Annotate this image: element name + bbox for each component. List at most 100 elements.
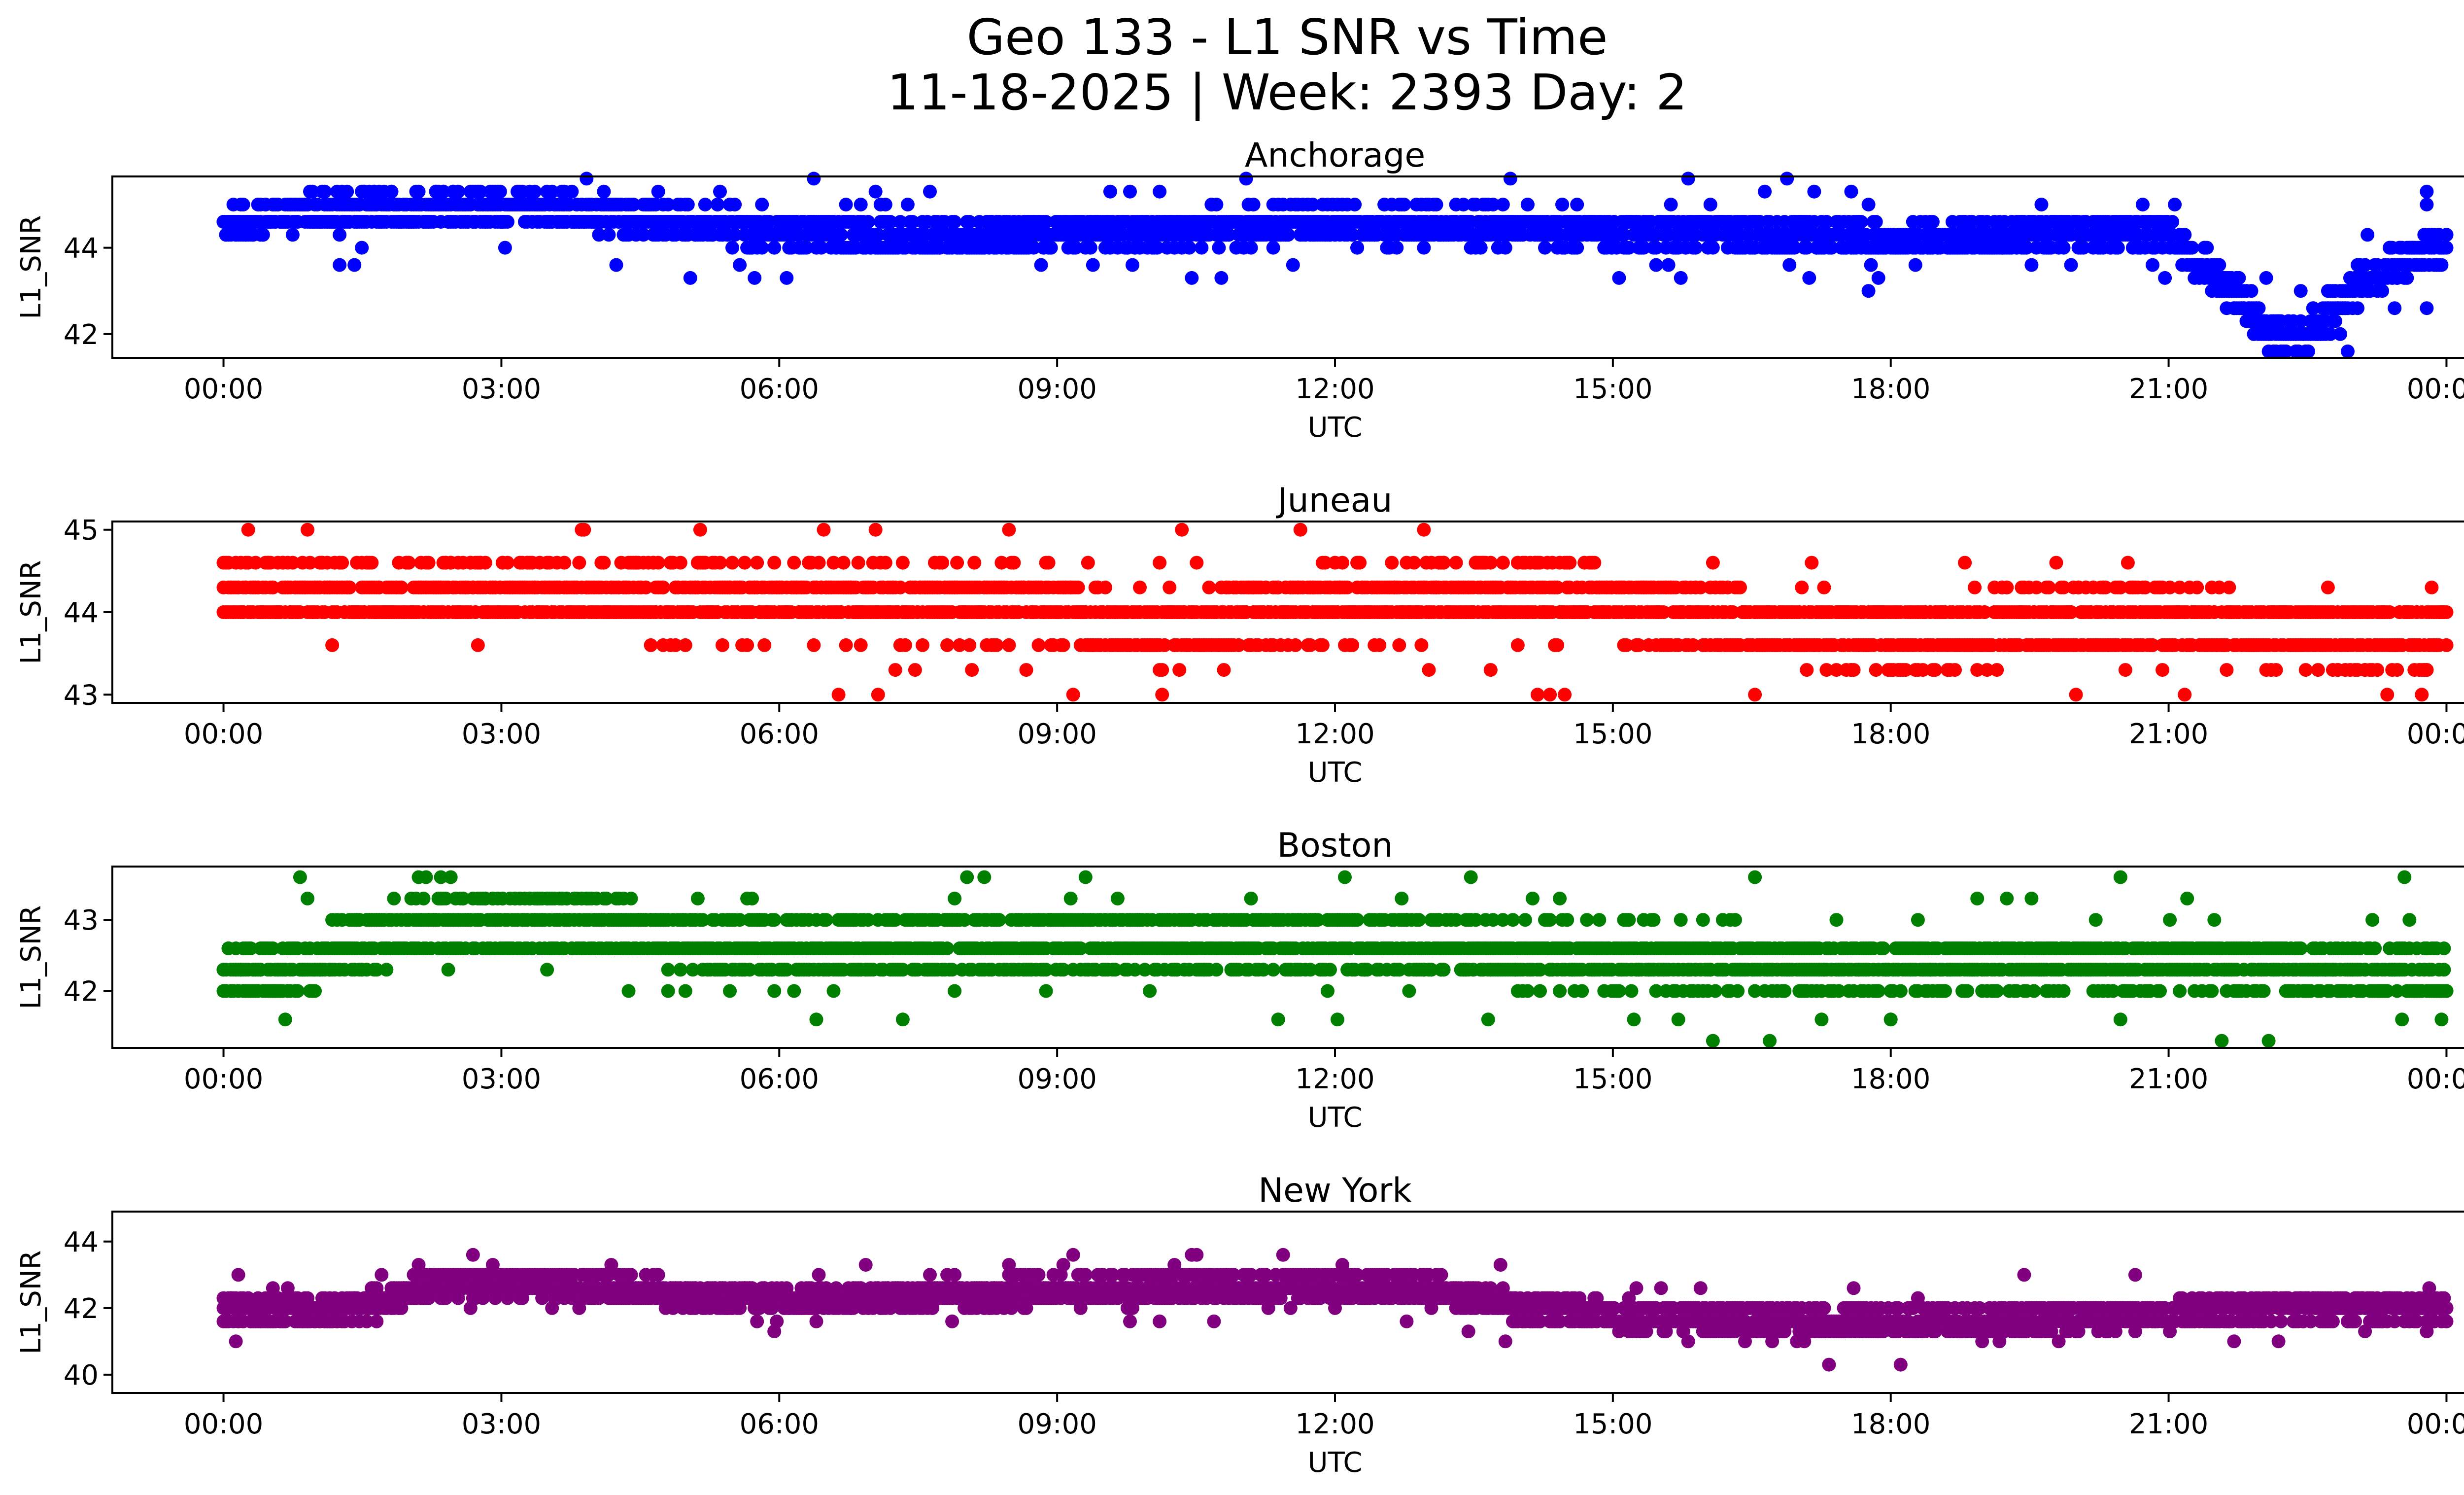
x-tick-label: 12:00 — [1295, 373, 1374, 405]
x-tick-label: 03:00 — [462, 373, 541, 405]
data-point — [2064, 258, 2078, 272]
data-point — [780, 271, 794, 285]
data-point — [333, 228, 347, 242]
data-point — [1496, 198, 1510, 211]
data-point — [1209, 198, 1224, 211]
data-point — [1570, 198, 1584, 211]
data-point — [1041, 556, 1056, 570]
data-point — [1390, 241, 1404, 255]
data-point — [1844, 184, 1858, 199]
data-point — [1066, 688, 1080, 702]
data-point — [871, 228, 885, 242]
data-point — [2388, 301, 2402, 315]
data-point — [1293, 522, 1307, 537]
data-point — [871, 688, 885, 702]
data-point — [755, 198, 769, 211]
data-point — [241, 522, 255, 537]
data-point — [365, 556, 379, 570]
data-point — [236, 198, 250, 211]
data-point — [673, 556, 687, 570]
data-point — [728, 198, 742, 211]
data-point — [916, 638, 929, 652]
data-point — [1805, 556, 1819, 570]
data-point — [1315, 638, 1330, 652]
data-point — [1345, 638, 1360, 652]
data-point — [2375, 284, 2390, 298]
data-point — [948, 215, 962, 229]
data-point — [950, 556, 964, 570]
data-point — [787, 556, 801, 570]
data-point — [1385, 556, 1399, 570]
data-point — [421, 556, 436, 570]
figure-title: Geo 133 - L1 SNR vs Time — [967, 8, 1608, 66]
data-point — [2361, 228, 2375, 242]
data-point — [577, 522, 591, 537]
data-point — [962, 215, 977, 229]
data-point — [1081, 556, 1095, 570]
data-point — [755, 241, 769, 255]
data-point — [1483, 556, 1498, 570]
data-point — [1163, 580, 1177, 594]
data-point — [817, 522, 831, 537]
data-point — [318, 184, 332, 199]
data-point — [854, 198, 868, 211]
data-point — [1587, 556, 1602, 570]
data-point — [1348, 198, 1362, 211]
data-point — [644, 638, 658, 652]
data-point — [1550, 638, 1565, 652]
data-point — [1510, 638, 1525, 652]
scatter-series — [216, 172, 2454, 358]
data-point — [895, 556, 910, 570]
data-point — [1664, 198, 1678, 211]
data-point — [878, 556, 892, 570]
data-point — [597, 184, 611, 199]
data-point — [565, 184, 579, 199]
data-point — [888, 663, 902, 677]
data-point — [2293, 284, 2308, 298]
data-point — [2341, 344, 2355, 358]
data-point — [2056, 241, 2071, 255]
data-point — [2024, 258, 2039, 272]
data-point — [394, 580, 409, 594]
data-point — [807, 172, 821, 186]
data-point — [2042, 580, 2056, 594]
data-point — [545, 184, 559, 199]
data-point — [498, 241, 512, 255]
data-point — [1239, 172, 1253, 186]
data-point — [1706, 241, 1720, 255]
data-point — [908, 663, 922, 677]
data-point — [1214, 271, 1229, 285]
data-point — [1350, 241, 1365, 255]
data-point — [1246, 198, 1261, 211]
data-point — [2232, 271, 2246, 285]
data-point — [1335, 556, 1349, 570]
data-point — [839, 198, 853, 211]
data-point — [883, 215, 897, 229]
data-point — [748, 271, 762, 285]
data-point — [1281, 228, 1295, 242]
data-point — [1869, 663, 1883, 677]
data-point — [572, 556, 586, 570]
data-point — [716, 638, 729, 652]
data-point — [342, 580, 357, 594]
subplot-title: Anchorage — [1245, 136, 1425, 175]
data-point — [473, 184, 487, 199]
data-point — [592, 228, 606, 242]
data-point — [1498, 241, 1512, 255]
x-axis-label: UTC — [1307, 412, 1362, 444]
data-point — [733, 258, 747, 272]
data-point — [1155, 688, 1169, 702]
data-point — [1674, 271, 1688, 285]
data-point — [1681, 172, 1695, 186]
data-point — [1706, 556, 1720, 570]
data-point — [451, 184, 465, 199]
data-point — [1185, 271, 1199, 285]
data-point — [1649, 258, 1663, 272]
data-point — [2420, 198, 2434, 211]
data-point — [2146, 258, 2159, 272]
data-point — [325, 638, 340, 652]
data-point — [1861, 198, 1876, 211]
data-point — [1195, 241, 1209, 255]
